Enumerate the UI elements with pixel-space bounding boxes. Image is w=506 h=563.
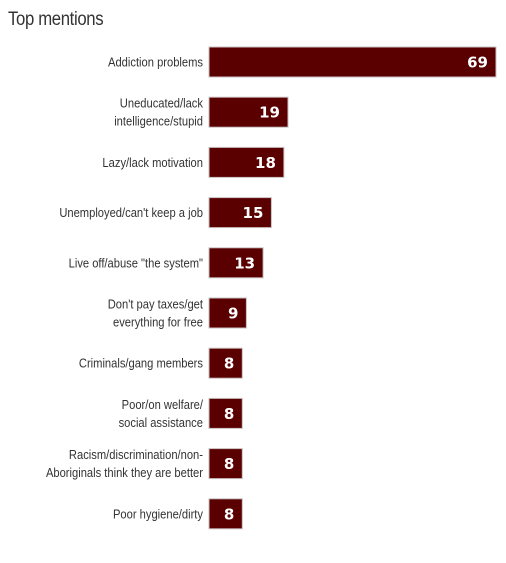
- bar: [208, 247, 264, 279]
- bar: [208, 347, 243, 379]
- bar-group: 8 Racism/discrimination/non- Aboriginals t…: [46, 447, 243, 480]
- bar-value-label: 8: [224, 505, 234, 523]
- bar-group: 9 Don't pay taxes/get everything for free: [108, 297, 247, 330]
- category-label: Racism/discrimination/non-: [69, 447, 203, 462]
- bar-group: 8 Poor/on welfare/social assistance: [119, 397, 243, 430]
- bar-group: 15 Unemployed/can't keep a job: [59, 197, 272, 229]
- bar-group: 69 Addiction problems: [108, 46, 497, 78]
- bar-group: 19 Uneducated/lack intelligence/stupid: [114, 96, 289, 129]
- category-label: everything for free: [113, 315, 203, 330]
- bars-layer: 69 Addiction problems 19 Uneducated/lack int…: [46, 46, 497, 530]
- bar: [208, 96, 289, 128]
- bar-value-label: 13: [234, 254, 255, 272]
- bar: [208, 146, 285, 178]
- bar: [208, 297, 247, 329]
- bar: [208, 498, 243, 530]
- bar-value-label: 15: [243, 204, 264, 222]
- category-label: Poor/on welfare/: [122, 397, 204, 412]
- bar-value-label: 9: [228, 305, 238, 323]
- bar-group: 18 Lazy/lack motivation: [102, 146, 285, 178]
- category-label: Addiction problems: [108, 55, 203, 70]
- category-label: Don't pay taxes/get: [108, 297, 204, 312]
- category-label: Unemployed/can't keep a job: [59, 205, 203, 220]
- category-label: Poor hygiene/dirty: [113, 507, 204, 522]
- bar: [208, 397, 243, 429]
- bar-value-label: 69: [467, 54, 488, 72]
- category-label: Uneducated/lack: [120, 96, 204, 111]
- category-label: Aboriginals think they are better: [46, 465, 203, 480]
- bar-value-label: 8: [224, 405, 234, 423]
- category-label: Lazy/lack motivation: [102, 155, 203, 170]
- category-label: Live off/abuse "the system": [69, 256, 203, 271]
- bar-group: 8 Criminals/gang members: [79, 347, 243, 379]
- bar-group: 13 Live off/abuse "the system": [69, 247, 264, 279]
- bar-group: 8 Poor hygiene/dirty: [113, 498, 243, 530]
- chart-title: Top mentions: [8, 9, 104, 30]
- category-label: intelligence/stupid: [114, 114, 203, 129]
- category-label: Criminals/gang members: [79, 356, 203, 371]
- bar: [208, 197, 272, 229]
- bar-value-label: 18: [255, 154, 276, 172]
- category-label: social assistance: [119, 415, 204, 430]
- bar-value-label: 8: [224, 455, 234, 473]
- bar: [208, 46, 497, 78]
- bar: [208, 448, 243, 480]
- bar-value-label: 19: [259, 104, 280, 122]
- bar-value-label: 8: [224, 355, 234, 373]
